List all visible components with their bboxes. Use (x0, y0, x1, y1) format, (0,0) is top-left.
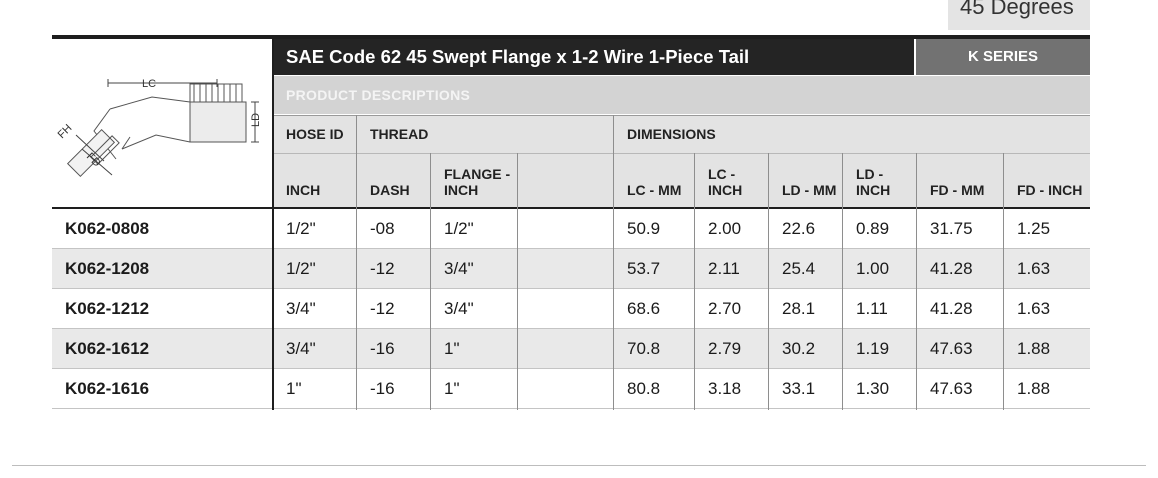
grid-line (1003, 153, 1004, 410)
part-number: K062-0808 (65, 219, 150, 238)
tab-label-text: 45 Degrees (960, 0, 1074, 19)
part-number: K062-1212 (65, 299, 150, 318)
header-hose-id: HOSE ID (286, 126, 344, 142)
product-descriptions-heading: PRODUCT DESCRIPTIONS (273, 76, 1090, 114)
grid-line (272, 39, 274, 410)
ld-label: LD (250, 113, 262, 127)
cell-dash: -12 (370, 299, 395, 318)
header-column-row: INCH DASH FLANGE - INCH LC - MM LC - INC… (273, 153, 1090, 208)
header-group-row: HOSE ID THREAD DIMENSIONS (273, 115, 1090, 153)
cell-ld-mm: 30.2 (782, 339, 816, 358)
col-fd-inch: FD - INCH (1017, 182, 1083, 198)
col-dash: DASH (370, 182, 410, 198)
cell-fd-inch: 1.88 (1017, 379, 1051, 398)
grid-line (356, 115, 357, 410)
cell-flange: 1" (444, 379, 460, 398)
table-row: K062-0808 1/2" -08 1/2" 50.9 2.00 22.6 0… (52, 209, 1090, 249)
cell-inch: 1/2" (286, 259, 316, 278)
cell-dash: -16 (370, 339, 395, 358)
cell-ld-inch: 0.89 (856, 219, 890, 238)
fitting-diagram: LC LD FH FD (52, 39, 272, 207)
cell-fd-inch: 1.63 (1017, 299, 1051, 318)
grid-line (613, 115, 614, 410)
col-ld-inch: LD - INCH (856, 166, 891, 198)
cell-flange: 1" (444, 339, 460, 358)
cell-ld-mm: 33.1 (782, 379, 816, 398)
tab-label: 45 Degrees (948, 0, 1090, 30)
cell-lc-mm: 68.6 (627, 299, 661, 318)
cell-lc-inch: 2.00 (708, 219, 742, 238)
grid-line (842, 153, 843, 410)
header-bottom-rule (52, 207, 1090, 209)
cell-dash: -12 (370, 259, 395, 278)
cell-ld-mm: 28.1 (782, 299, 816, 318)
col-ld-mm: LD - MM (782, 182, 837, 198)
cell-fd-mm: 41.28 (930, 299, 973, 318)
lc-label: LC (142, 78, 156, 90)
cell-ld-mm: 22.6 (782, 219, 816, 238)
col-inch: INCH (286, 182, 321, 198)
cell-flange: 3/4" (444, 259, 474, 278)
cell-fd-mm: 31.75 (930, 219, 973, 238)
cell-ld-inch: 1.19 (856, 339, 890, 358)
cell-lc-inch: 3.18 (708, 379, 742, 398)
cell-fd-inch: 1.25 (1017, 219, 1051, 238)
fh-label: FH (56, 122, 75, 141)
col-lc-mm: LC - MM (627, 182, 682, 198)
series-badge: K SERIES (916, 39, 1090, 75)
cell-lc-mm: 50.9 (627, 219, 661, 238)
table-row: K062-1212 3/4" -12 3/4" 68.6 2.70 28.1 1… (52, 289, 1090, 329)
header-dimensions: DIMENSIONS (627, 126, 716, 142)
grid-line (768, 153, 769, 410)
table-row: K062-1208 1/2" -12 3/4" 53.7 2.11 25.4 1… (52, 249, 1090, 289)
cell-lc-inch: 2.11 (708, 259, 740, 278)
table-row: K062-1612 3/4" -16 1" 70.8 2.79 30.2 1.1… (52, 329, 1090, 369)
part-number: K062-1208 (65, 259, 150, 278)
grid-line (694, 153, 695, 410)
cell-lc-mm: 70.8 (627, 339, 661, 358)
header-thread: THREAD (370, 126, 429, 142)
cell-flange: 1/2" (444, 219, 474, 238)
cell-fd-mm: 47.63 (930, 379, 973, 398)
part-number: K062-1616 (65, 379, 150, 398)
cell-inch: 1" (286, 379, 302, 398)
cell-ld-inch: 1.11 (856, 299, 888, 318)
cell-ld-inch: 1.00 (856, 259, 890, 278)
cell-lc-mm: 53.7 (627, 259, 661, 278)
table-row: K062-1616 1" -16 1" 80.8 3.18 33.1 1.30 … (52, 369, 1090, 409)
cell-flange: 3/4" (444, 299, 474, 318)
cell-fd-inch: 1.63 (1017, 259, 1051, 278)
col-lc-inch: LC - INCH (708, 166, 743, 198)
cell-inch: 1/2" (286, 219, 316, 238)
cell-fd-mm: 47.63 (930, 339, 973, 358)
product-title: SAE Code 62 45 Swept Flange x 1-2 Wire 1… (273, 39, 914, 75)
cell-ld-mm: 25.4 (782, 259, 816, 278)
grid-line (517, 153, 518, 410)
part-number: K062-1612 (65, 339, 150, 358)
cell-lc-mm: 80.8 (627, 379, 661, 398)
grid-line (430, 153, 431, 410)
fitting-drawing: LC LD FH FD (56, 78, 262, 178)
cell-lc-inch: 2.70 (708, 299, 742, 318)
cell-inch: 3/4" (286, 339, 316, 358)
cell-dash: -08 (370, 219, 395, 238)
top-rule (52, 35, 1090, 39)
cell-fd-inch: 1.88 (1017, 339, 1051, 358)
cell-inch: 3/4" (286, 299, 316, 318)
col-flange-inch: FLANGE - INCH (444, 166, 511, 198)
page-bottom-rule (12, 465, 1146, 466)
cell-ld-inch: 1.30 (856, 379, 890, 398)
cell-dash: -16 (370, 379, 395, 398)
hose-tail (189, 83, 243, 103)
cell-lc-inch: 2.79 (708, 339, 742, 358)
col-fd-mm: FD - MM (930, 182, 985, 198)
cell-fd-mm: 41.28 (930, 259, 973, 278)
grid-line (916, 153, 917, 410)
